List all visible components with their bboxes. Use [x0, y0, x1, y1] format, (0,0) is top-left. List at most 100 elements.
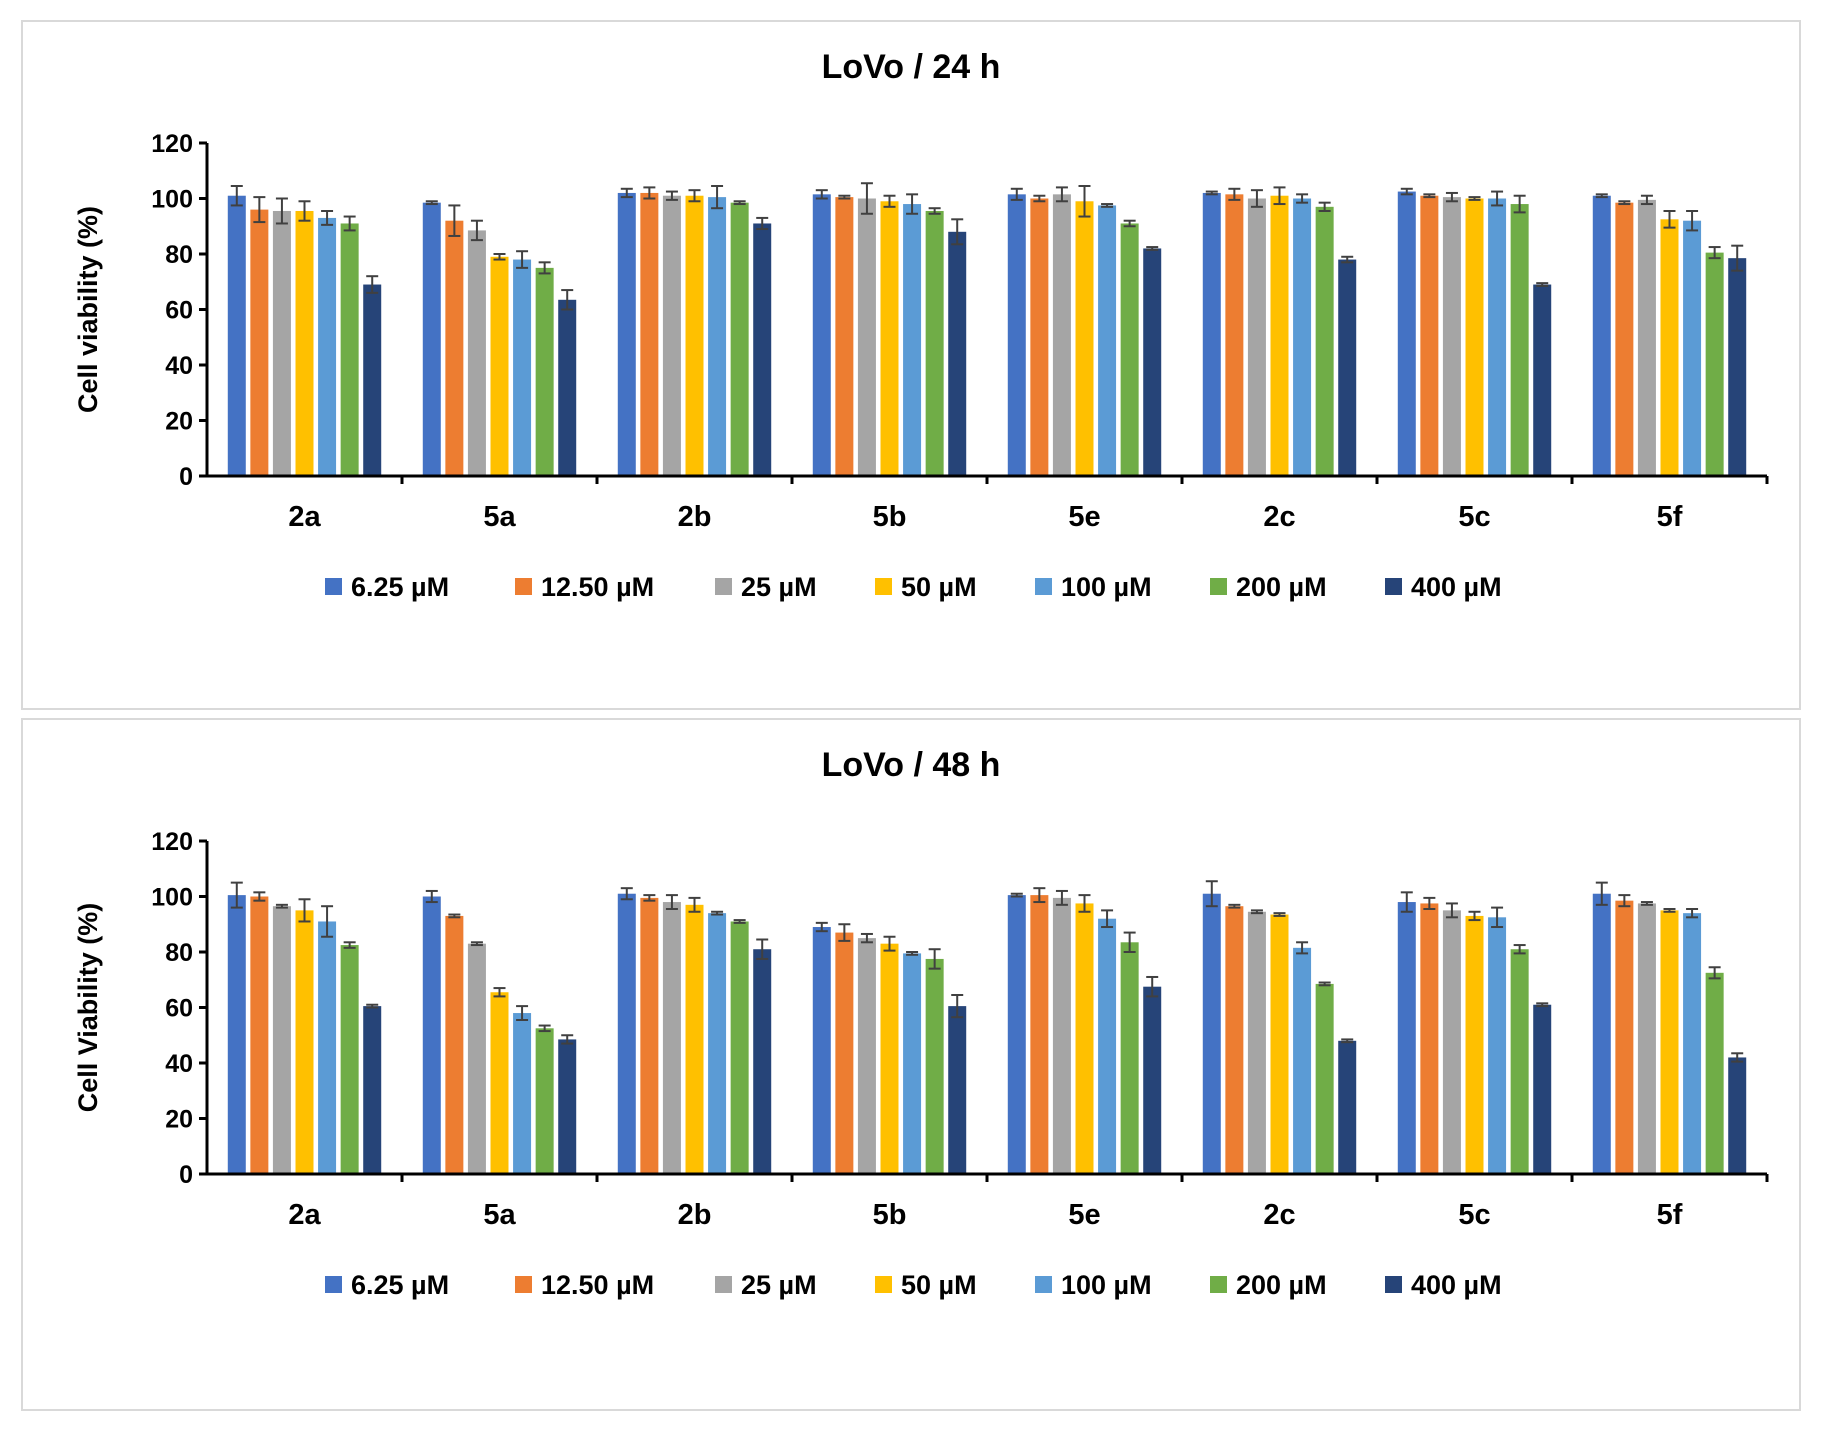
- bar: [490, 256, 509, 476]
- y-tick-label: 120: [151, 828, 193, 856]
- bar: [1202, 192, 1221, 476]
- bar: [295, 910, 314, 1174]
- bar: [640, 192, 659, 476]
- x-tick-label: 5b: [873, 1199, 907, 1231]
- bar: [535, 267, 554, 476]
- bar: [1705, 252, 1724, 476]
- bar: [1533, 1004, 1552, 1174]
- bar: [250, 896, 269, 1174]
- legend-label: 200 µM: [1236, 1270, 1327, 1300]
- bar: [925, 958, 944, 1174]
- bar: [1510, 949, 1529, 1174]
- bar: [272, 906, 291, 1174]
- bar: [1030, 198, 1049, 476]
- y-tick-label: 80: [165, 939, 193, 967]
- bar: [445, 220, 464, 476]
- legend-swatch: [515, 578, 532, 595]
- legend-swatch: [1385, 578, 1402, 595]
- bar-chart-24h: LoVo / 24 h Cell viability (%) 0 20 40 60 80 10…: [73, 48, 1769, 602]
- x-tick-label: 2a: [288, 501, 321, 533]
- bar: [558, 299, 577, 476]
- legend-swatch: [325, 1276, 342, 1293]
- bar: [1315, 206, 1334, 476]
- legend-swatch: [875, 1276, 892, 1293]
- bar: [835, 197, 854, 477]
- bar: [1728, 258, 1747, 476]
- bar: [753, 223, 772, 476]
- bar: [363, 284, 382, 476]
- bar: [812, 927, 831, 1174]
- legend-swatch: [325, 578, 342, 595]
- legend-label: 6.25 µM: [351, 572, 449, 602]
- bar: [1007, 895, 1026, 1174]
- bar: [1510, 204, 1529, 477]
- y-tick-label: 100: [151, 186, 193, 214]
- bar: [227, 195, 246, 476]
- bar: [1052, 897, 1071, 1174]
- bar: [1637, 199, 1656, 476]
- bar: [1098, 205, 1117, 476]
- bar: [1143, 248, 1162, 476]
- bar: [925, 210, 944, 477]
- x-tick-label: 2b: [678, 1199, 712, 1231]
- x-tick-label: 5c: [1458, 501, 1490, 533]
- bar: [617, 192, 636, 476]
- x-tick-label: 5b: [873, 501, 907, 533]
- y-tick-label: 20: [165, 1106, 193, 1134]
- bar: [227, 895, 246, 1174]
- bar: [685, 904, 704, 1174]
- bar: [1420, 903, 1439, 1174]
- bar: [1075, 903, 1094, 1174]
- bar: [1683, 913, 1702, 1174]
- bar: [1338, 1040, 1357, 1174]
- legend: 6.25 µM 12.50 µM 25 µM 50 µM 100 µM 200 µM 400…: [325, 1270, 1502, 1300]
- bar: [1488, 198, 1507, 476]
- bar: [1225, 194, 1244, 476]
- legend-swatch: [715, 578, 732, 595]
- bar: [903, 204, 922, 477]
- bar: [1592, 195, 1611, 476]
- bar: [1247, 198, 1266, 476]
- y-tick-label: 20: [165, 408, 193, 436]
- bar: [250, 209, 269, 476]
- x-tick-label: 2b: [678, 501, 712, 533]
- bar: [753, 949, 772, 1174]
- bar: [1270, 195, 1289, 476]
- legend-label: 12.50 µM: [541, 572, 654, 602]
- bar: [1660, 219, 1679, 476]
- bar: [1052, 194, 1071, 476]
- bar: [535, 1028, 554, 1174]
- bar: [340, 223, 359, 476]
- legend-label: 12.50 µM: [541, 1270, 654, 1300]
- bar: [340, 945, 359, 1174]
- bar: [1615, 900, 1634, 1174]
- bar: [1270, 914, 1289, 1174]
- bar: [835, 932, 854, 1174]
- bar: [662, 195, 681, 476]
- bar: [1533, 284, 1552, 476]
- legend-swatch: [1210, 1276, 1227, 1293]
- bar: [1660, 910, 1679, 1174]
- bar: [880, 943, 899, 1174]
- legend-swatch: [875, 578, 892, 595]
- legend-label: 50 µM: [901, 1270, 977, 1300]
- legend: 6.25 µM 12.50 µM 25 µM 50 µM 100 µM 200 µM 400…: [325, 572, 1502, 602]
- bar: [685, 195, 704, 476]
- legend-label: 25 µM: [741, 572, 817, 602]
- chart-panel-24h: LoVo / 24 h Cell viability (%) 0 20 40 60 80 10…: [21, 20, 1801, 710]
- y-tick-label: 80: [165, 241, 193, 269]
- legend-swatch: [1035, 578, 1052, 595]
- bar: [1465, 198, 1484, 476]
- legend-label: 100 µM: [1061, 572, 1152, 602]
- bar: [1293, 947, 1312, 1174]
- y-tick-label: 40: [165, 1050, 193, 1078]
- bar: [730, 921, 749, 1174]
- x-tick-label: 5a: [483, 1199, 516, 1231]
- bar: [558, 1039, 577, 1174]
- bar-chart-48h: LoVo / 48 h Cell Viability (%) 0 20 40 60 80 10…: [73, 746, 1769, 1300]
- legend-label: 50 µM: [901, 572, 977, 602]
- bar: [640, 897, 659, 1174]
- legend-label: 200 µM: [1236, 572, 1327, 602]
- x-tick-label: 5e: [1068, 1199, 1100, 1231]
- bar: [1615, 202, 1634, 476]
